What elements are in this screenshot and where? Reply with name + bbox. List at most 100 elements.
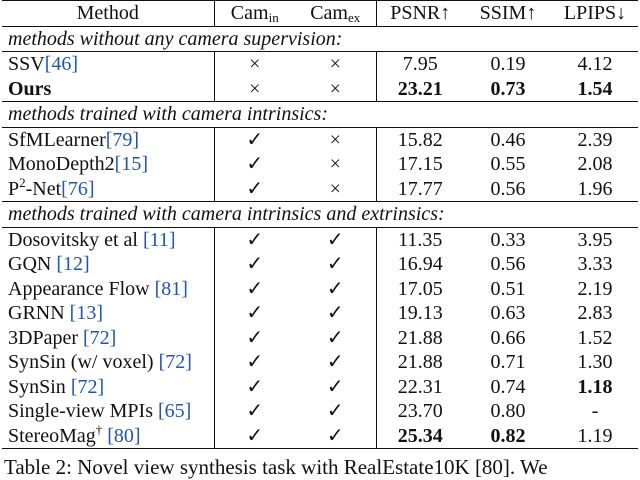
method-name-cell: MonoDepth2[15]: [2, 152, 215, 177]
psnr-cell: 17.05: [397, 277, 443, 300]
method-name: SSV: [8, 53, 45, 76]
method-name-cell: SynSin [72]: [2, 374, 215, 399]
cam-ex-cell: ×: [295, 127, 377, 152]
header-lpips: LPIPS↓: [552, 0, 638, 27]
ssim-cell: 0.80: [490, 400, 526, 423]
method-name-cell: SynSin (w/ voxel) [72]: [2, 350, 215, 375]
cam-ex-cell: ✓: [295, 399, 377, 424]
lpips-cell: 3.33: [577, 253, 613, 276]
table-row: Ours × × 23.21 0.73 1.54: [2, 76, 638, 102]
cam-in-cell: ✓: [246, 277, 264, 300]
header-row: Method Camin Camex PSNR↑ SSIM↑ LPIPS↓: [2, 0, 638, 27]
cam-in-cell: ×: [214, 76, 295, 102]
method-name-cell: StereoMag† [80]: [2, 423, 215, 449]
cam-in-cell: ✓: [246, 153, 264, 176]
lpips-cell: 2.39: [577, 128, 613, 151]
section-header-row: methods trained with camera intrinsics:: [2, 101, 638, 128]
table-row: Appearance Flow [81] ✓ ✓ 17.05 0.51 2.19: [2, 276, 638, 301]
citation-link[interactable]: [72]: [82, 326, 117, 349]
citation-link[interactable]: [81]: [154, 277, 188, 300]
method-name: GQN: [8, 253, 57, 276]
method-name-cell: P2-Net[76]: [2, 174, 215, 202]
method-name: Dosovitsky et al: [8, 228, 143, 251]
citation-link[interactable]: [76]: [61, 177, 95, 200]
ssim-cell: 0.71: [490, 351, 526, 374]
lpips-cell: 2.08: [577, 153, 613, 176]
citation-link[interactable]: [15]: [114, 153, 148, 176]
ssim-cell: 0.19: [490, 53, 526, 76]
table-row: GQN [12] ✓ ✓ 16.94 0.56 3.33: [2, 252, 638, 277]
cam-in-cell: ✓: [214, 423, 295, 449]
psnr-cell: 25.34: [376, 423, 464, 449]
cam-ex-cell: ✓: [295, 252, 377, 277]
cam-ex-cell: ✓: [295, 374, 377, 399]
ssim-cell: 0.73: [464, 76, 552, 102]
table-row: SSV[46] × × 7.95 0.19 4.12: [2, 51, 638, 77]
method-name: GRNN: [8, 302, 70, 325]
ssim-cell: 0.56: [490, 253, 526, 276]
method-name: Appearance Flow: [8, 277, 155, 300]
citation-link[interactable]: [46]: [44, 53, 79, 76]
header-method: Method: [2, 0, 215, 27]
section-title: methods without any camera supervision:: [2, 26, 638, 52]
ssim-cell: 0.55: [490, 153, 526, 176]
ssim-cell: 0.74: [490, 375, 526, 398]
table-row: StereoMag† [80] ✓ ✓ 25.34 0.82 1.19: [2, 423, 638, 449]
method-superscript: 2: [19, 174, 26, 190]
cam-in-cell: ✓: [246, 326, 264, 349]
table-row: SfMLearner[79] ✓ × 15.82 0.46 2.39: [2, 127, 638, 152]
lpips-cell: 1.30: [577, 351, 613, 374]
citation-link[interactable]: [79]: [105, 128, 140, 151]
method-name-cell: Dosovitsky et al [11]: [2, 227, 215, 252]
cam-in-cell: ✓: [246, 351, 264, 374]
section-title: methods trained with camera intrinsics:: [2, 101, 638, 128]
cam-ex-cell: ✓: [295, 423, 377, 449]
citation-link[interactable]: [72]: [70, 375, 105, 398]
header-psnr: PSNR↑: [376, 0, 464, 27]
method-name-cell: Single-view MPIs [65]: [2, 399, 215, 424]
psnr-cell: 16.94: [397, 253, 443, 276]
psnr-cell: 19.13: [397, 302, 443, 325]
method-name: 3DPaper: [8, 326, 83, 349]
method-name: SynSin: [8, 375, 71, 398]
cam-ex-cell: ✓: [295, 350, 377, 375]
ssim-cell: 0.33: [490, 228, 526, 251]
header-ssim: SSIM↑: [464, 0, 552, 27]
lpips-cell: 1.54: [552, 76, 638, 102]
citation-link[interactable]: [65]: [158, 400, 192, 423]
table-row: SynSin (w/ voxel) [72] ✓ ✓ 21.88 0.71 1.30: [2, 350, 638, 375]
ssim-cell: 0.82: [464, 423, 552, 449]
method-name-cell: GRNN [13]: [2, 301, 215, 326]
psnr-cell: 22.31: [397, 375, 443, 398]
psnr-cell: 23.70: [397, 400, 443, 423]
citation-link[interactable]: [72]: [158, 351, 192, 374]
cam-in-cell: ✓: [246, 400, 264, 423]
cam-ex-cell: ×: [295, 76, 377, 102]
header-cam-in: Camin: [214, 0, 295, 27]
cam-in-cell: ✓: [246, 253, 264, 276]
table-row: GRNN [13] ✓ ✓ 19.13 0.63 2.83: [2, 301, 638, 326]
cam-ex-cell: ✓: [295, 227, 377, 252]
cam-in-cell: ✓: [246, 228, 264, 251]
lpips-cell: 1.18: [577, 375, 613, 398]
citation-link[interactable]: [13]: [69, 302, 103, 325]
results-table: Method Camin Camex PSNR↑ SSIM↑ LPIPS↓ me…: [2, 0, 638, 449]
lpips-cell: 3.95: [577, 228, 613, 251]
method-name-cell: SfMLearner[79]: [2, 127, 215, 152]
cam-ex-cell: ✓: [295, 301, 377, 326]
method-name-cell: Ours: [2, 76, 215, 102]
method-name-suffix: -Net: [25, 177, 62, 200]
cam-in-cell: ✓: [214, 176, 295, 202]
table-body: methods without any camera supervision: S…: [2, 26, 638, 449]
cam-ex-cell: ✓: [295, 276, 377, 301]
lpips-cell: 1.19: [552, 423, 638, 449]
method-name-cell: SSV[46]: [2, 51, 215, 77]
cam-in-cell: ✓: [246, 302, 264, 325]
method-name: Single-view MPIs: [8, 400, 158, 423]
citation-link[interactable]: [12]: [56, 253, 90, 276]
psnr-cell: 21.88: [397, 326, 443, 349]
table-row: SynSin [72] ✓ ✓ 22.31 0.74 1.18: [2, 374, 638, 399]
citation-link[interactable]: [80]: [107, 424, 141, 447]
citation-link[interactable]: [11]: [143, 228, 176, 251]
ssim-cell: 0.63: [490, 302, 526, 325]
